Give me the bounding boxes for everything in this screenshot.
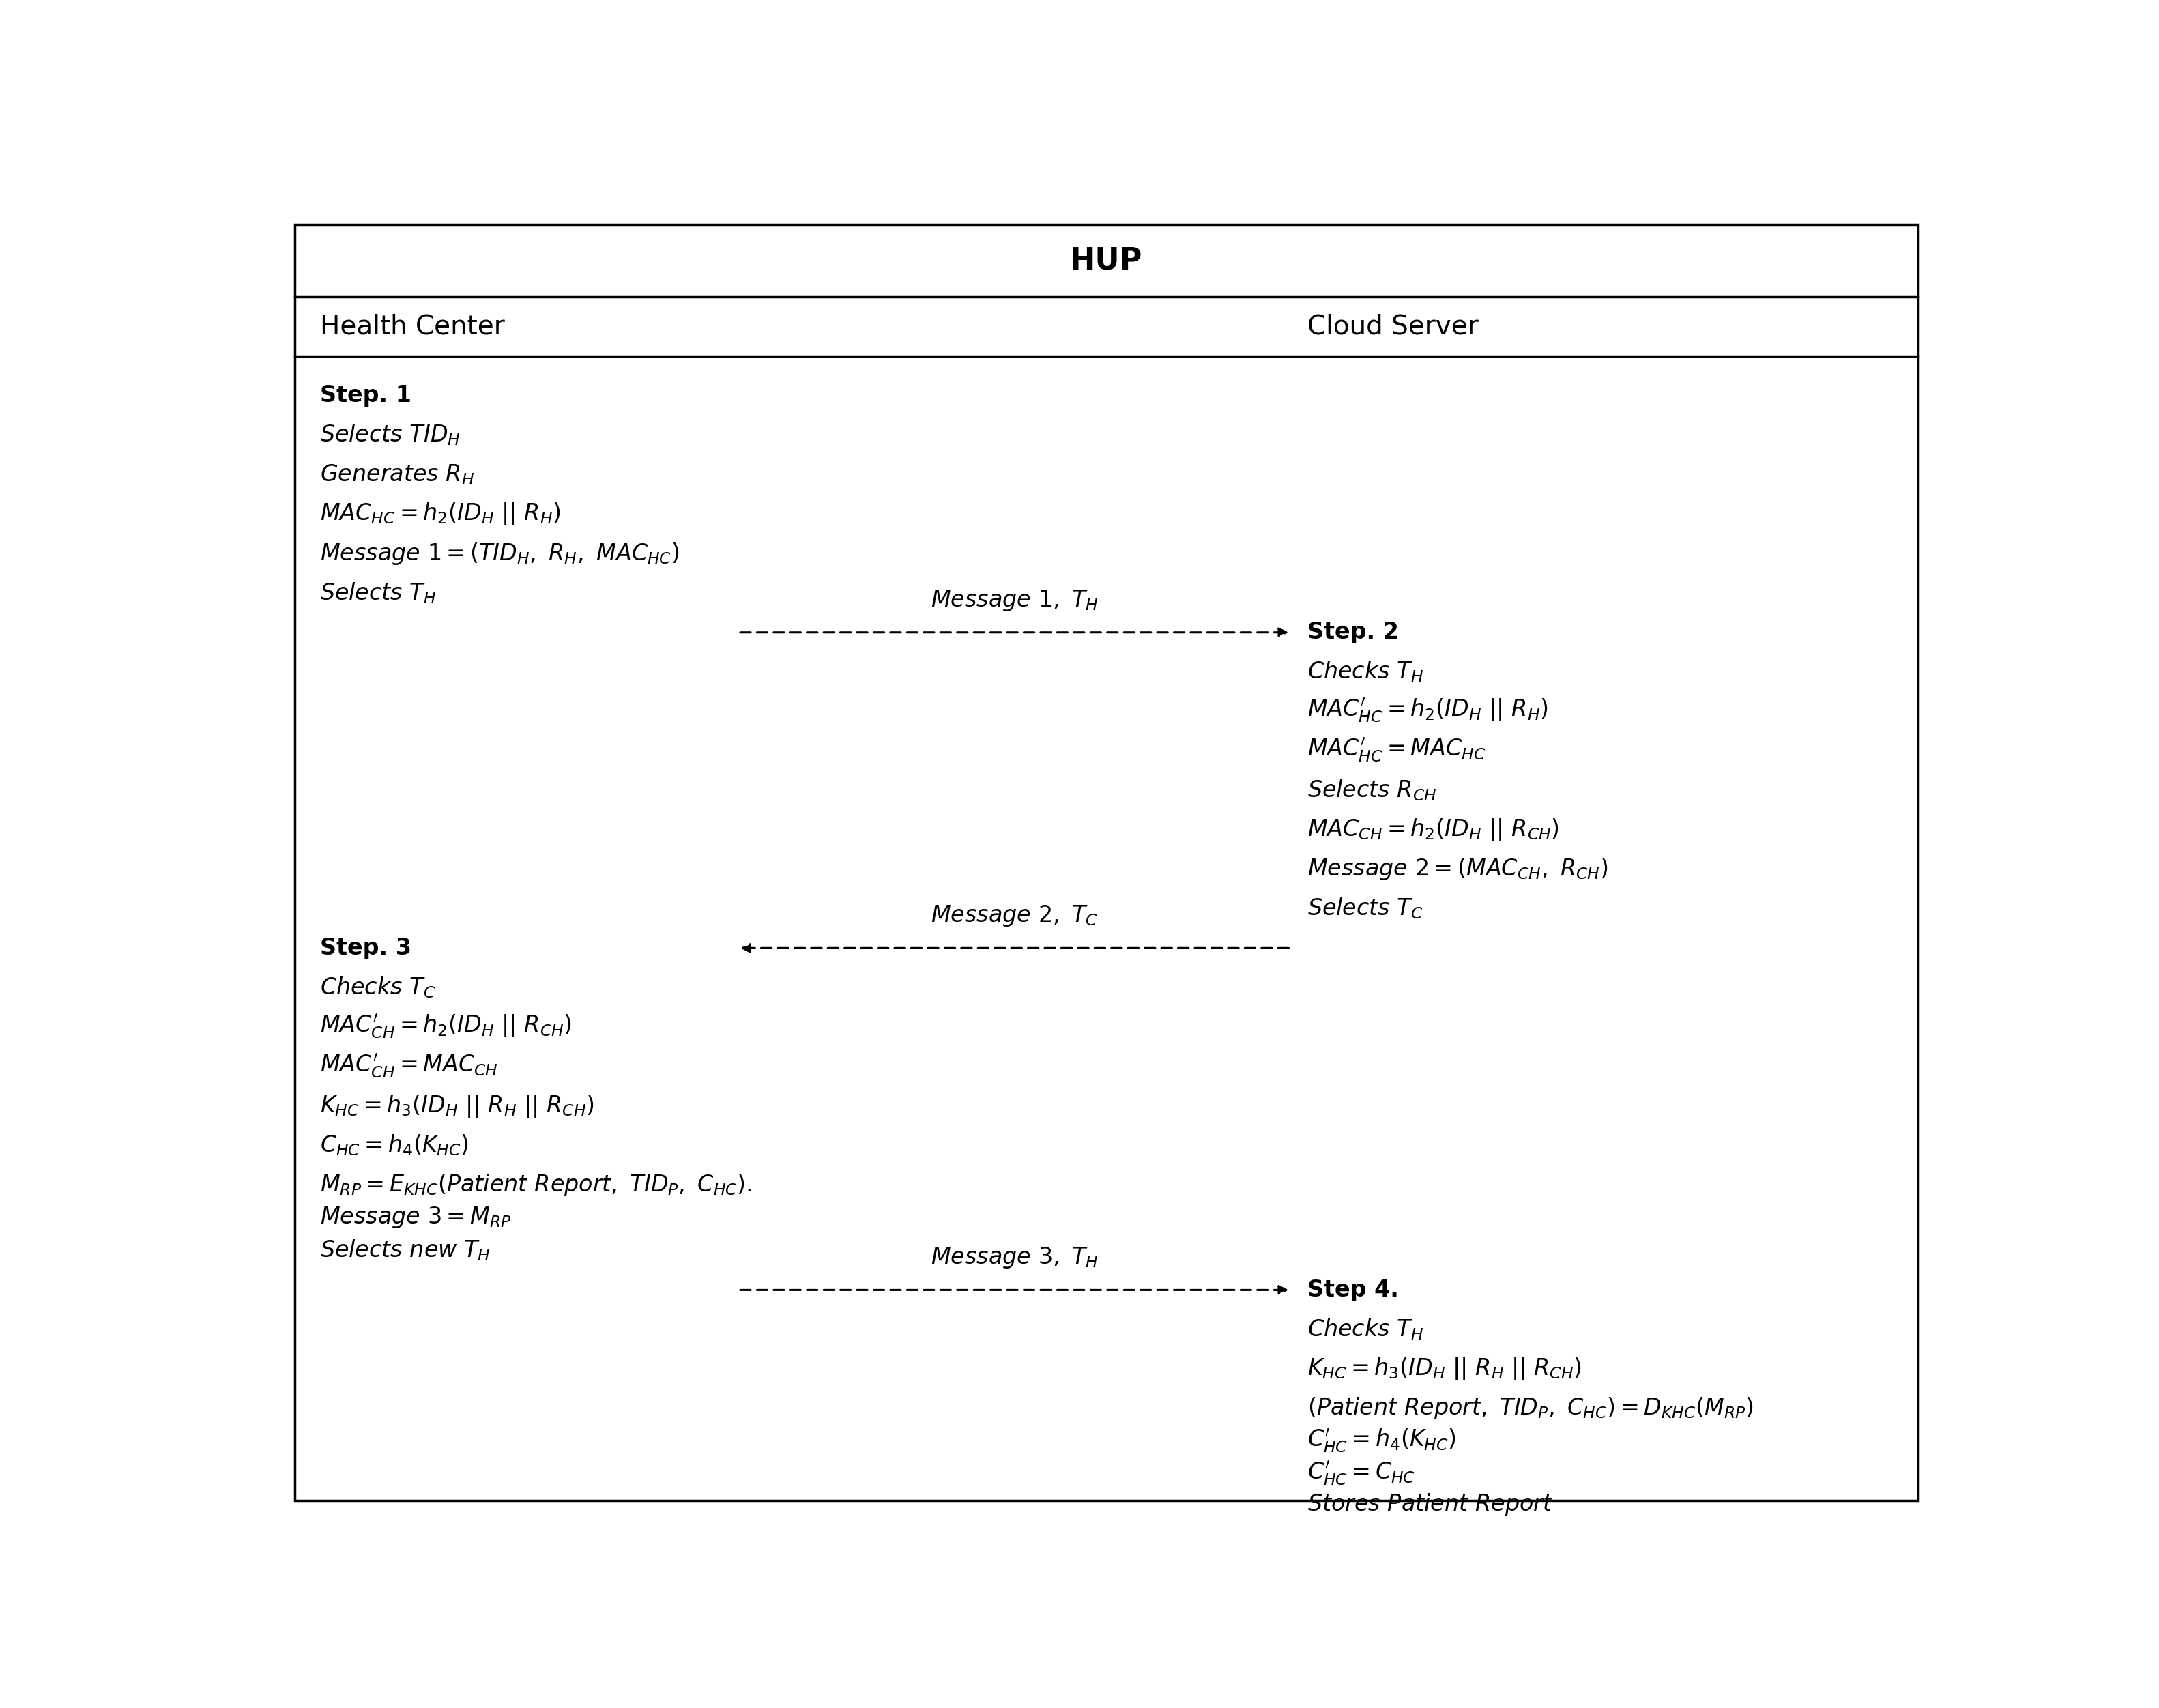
Text: Selects $T_C$: Selects $T_C$ — [1308, 897, 1423, 921]
Text: $Message\ 3 = M_{RP}$: $Message\ 3 = M_{RP}$ — [320, 1206, 512, 1230]
Text: $MAC_{HC}' = h_2(ID_H\ ||\ R_H)$: $MAC_{HC}' = h_2(ID_H\ ||\ R_H)$ — [1308, 697, 1548, 724]
Text: Selects $R_{CH}$: Selects $R_{CH}$ — [1308, 779, 1436, 803]
Text: $Message\ 3,\ T_H$: $Message\ 3,\ T_H$ — [931, 1245, 1099, 1271]
Text: $C_{HC} = h_4(K_{HC})$: $C_{HC} = h_4(K_{HC})$ — [320, 1132, 469, 1158]
Text: $MAC_{CH}' = h_2(ID_H\ ||\ R_{CH})$: $MAC_{CH}' = h_2(ID_H\ ||\ R_{CH})$ — [320, 1013, 572, 1040]
Text: Step. 3: Step. 3 — [320, 936, 412, 960]
Text: Stores $Patient\ Report$: Stores $Patient\ Report$ — [1308, 1491, 1552, 1517]
Text: $MAC_{CH}' = MAC_{CH}$: $MAC_{CH}' = MAC_{CH}$ — [320, 1052, 499, 1079]
Text: $MAC_{HC}' = MAC_{HC}$: $MAC_{HC}' = MAC_{HC}$ — [1308, 738, 1485, 765]
Text: $M_{RP} = E_{KHC}(Patient\ Report,\ TID_P,\ C_{HC}).$: $M_{RP} = E_{KHC}(Patient\ Report,\ TID_… — [320, 1172, 751, 1197]
Text: $Message\ 2 = (MAC_{CH},\ R_{CH})$: $Message\ 2 = (MAC_{CH},\ R_{CH})$ — [1308, 856, 1608, 881]
Text: $K_{HC} = h_3(ID_H\ ||\ R_H\ ||\ R_{CH})$: $K_{HC} = h_3(ID_H\ ||\ R_H\ ||\ R_{CH})… — [320, 1093, 594, 1119]
Text: Health Center: Health Center — [320, 314, 505, 340]
Text: Checks $T_H$: Checks $T_H$ — [1308, 1317, 1423, 1341]
Text: $MAC_{CH} = h_2(ID_H\ ||\ R_{CH})$: $MAC_{CH} = h_2(ID_H\ ||\ R_{CH})$ — [1308, 816, 1559, 842]
Text: $Message\ 1 = (TID_H,\ R_H,\ MAC_{HC})$: $Message\ 1 = (TID_H,\ R_H,\ MAC_{HC})$ — [320, 541, 680, 565]
Text: Step 4.: Step 4. — [1308, 1279, 1399, 1301]
Text: Selects new $T_H$: Selects new $T_H$ — [320, 1238, 490, 1262]
Text: Step. 1: Step. 1 — [320, 384, 412, 407]
Text: Checks $T_C$: Checks $T_C$ — [320, 975, 436, 999]
Text: $Message\ 2,\ T_C$: $Message\ 2,\ T_C$ — [931, 904, 1099, 929]
Text: Selects $TID_H$: Selects $TID_H$ — [320, 424, 460, 447]
Text: Selects $T_H$: Selects $T_H$ — [320, 581, 436, 605]
Text: $K_{HC} = h_3(ID_H\ ||\ R_H\ ||\ R_{CH})$: $K_{HC} = h_3(ID_H\ ||\ R_H\ ||\ R_{CH})… — [1308, 1356, 1583, 1382]
Text: $C_{HC}' = h_4(K_{HC})$: $C_{HC}' = h_4(K_{HC})$ — [1308, 1428, 1455, 1455]
Text: HUP: HUP — [1071, 246, 1142, 275]
Text: Step. 2: Step. 2 — [1308, 622, 1399, 644]
Text: Checks $T_H$: Checks $T_H$ — [1308, 659, 1423, 683]
Text: $MAC_{HC} = h_2(ID_H\ ||\ R_H)$: $MAC_{HC} = h_2(ID_H\ ||\ R_H)$ — [320, 500, 561, 528]
Text: $Message\ 1,\ T_H$: $Message\ 1,\ T_H$ — [931, 588, 1099, 613]
Text: Generates $R_H$: Generates $R_H$ — [320, 463, 475, 487]
Text: $(Patient\ Report,\ TID_P,\ C_{HC}) = D_{KHC}(M_{RP})$: $(Patient\ Report,\ TID_P,\ C_{HC}) = D_… — [1308, 1395, 1753, 1421]
Text: Cloud Server: Cloud Server — [1308, 314, 1479, 340]
Text: $C_{HC}' = C_{HC}$: $C_{HC}' = C_{HC}$ — [1308, 1460, 1416, 1488]
